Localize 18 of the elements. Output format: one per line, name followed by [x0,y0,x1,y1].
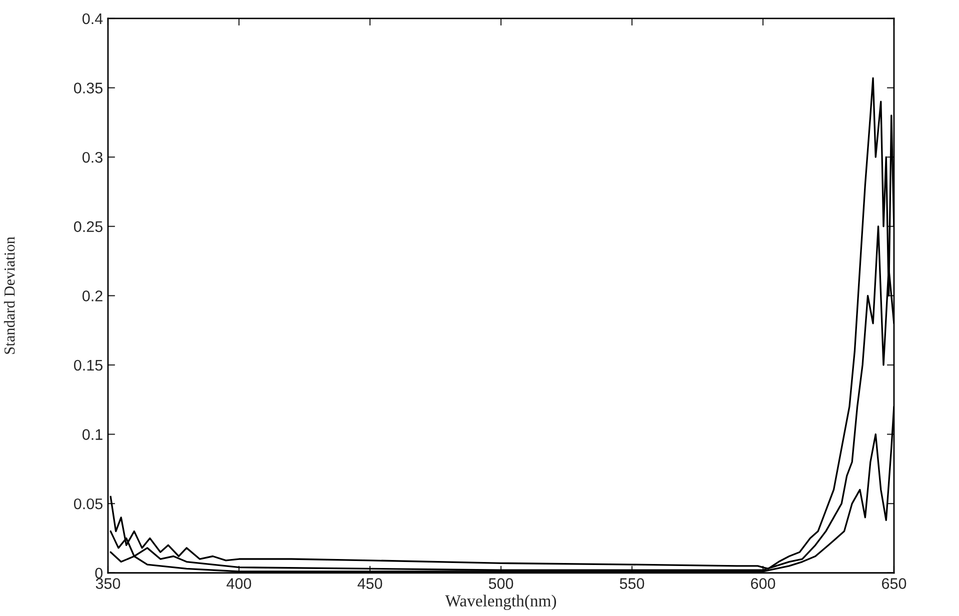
y-tick-label: 0.25 [74,221,102,232]
x-tick-label: 450 [358,578,382,589]
y-axis-title: Standard Deviation [4,236,15,354]
x-tick-label: 600 [751,578,776,589]
y-tick-label: 0.35 [74,82,102,94]
x-tick-label: 400 [226,578,252,589]
y-tick-label: 0.05 [74,498,102,510]
x-tick-label: 500 [488,578,514,589]
x-tick-label: 550 [620,578,644,589]
x-tick-label: 650 [882,578,906,589]
y-tick-label: 0.3 [82,152,102,163]
y-tick-label: 0.1 [82,429,102,440]
y-tick-label: 0 [95,568,103,579]
x-axis-title: Wavelength(nm) [445,594,556,610]
y-tick-label: 0.2 [82,290,102,302]
x-tick-label: 350 [96,578,120,589]
y-tick-label: 0.15 [74,360,102,371]
y-tick-label: 0.4 [82,13,103,24]
